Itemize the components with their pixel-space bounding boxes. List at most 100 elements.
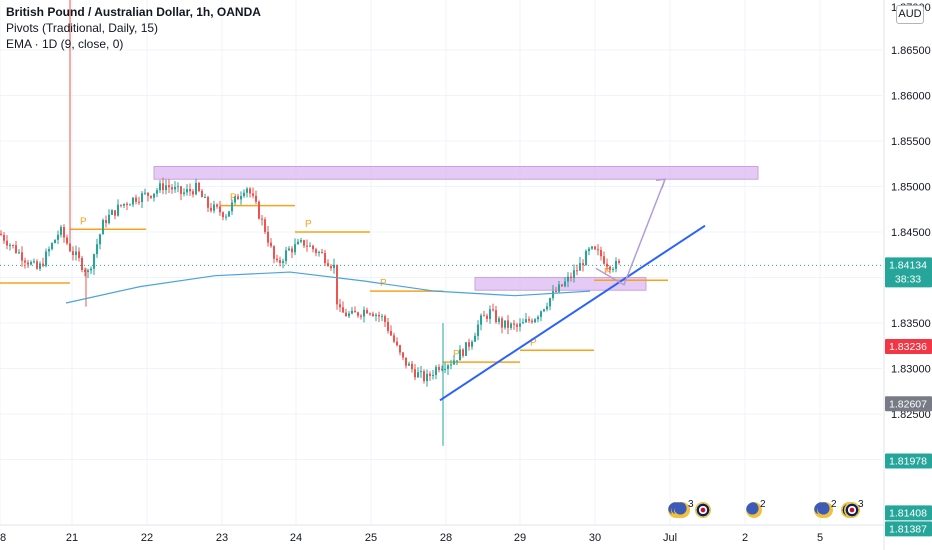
candle-body	[366, 309, 368, 314]
candle-body	[105, 220, 107, 224]
candle-body	[279, 260, 281, 263]
economic-event-au-icon[interactable]	[674, 502, 690, 518]
candle-body	[618, 260, 620, 263]
candle-body	[393, 335, 395, 342]
candle-body	[441, 368, 443, 370]
y-tick-label: 1.85500	[891, 136, 931, 148]
candle-body	[540, 311, 542, 317]
candle-body	[300, 240, 302, 242]
economic-event-au-icon[interactable]	[817, 502, 833, 518]
candle-body	[54, 239, 56, 244]
price-badge-label: 1.82607	[889, 398, 927, 410]
candle-body	[90, 268, 92, 271]
candle-body	[18, 252, 20, 254]
candle-body	[75, 251, 77, 255]
resistance-zone	[474, 277, 647, 291]
candle-body	[462, 349, 464, 356]
candle-body	[258, 201, 260, 219]
x-tick-label: 23	[216, 532, 228, 544]
candle-body	[180, 186, 182, 194]
candle-body	[102, 220, 104, 235]
candle-body	[501, 318, 503, 328]
candle-body	[576, 270, 578, 272]
candle-body	[27, 262, 29, 265]
candle-body	[375, 314, 377, 317]
candle-body	[120, 204, 122, 206]
event-count: 2	[831, 499, 837, 510]
candle-body	[297, 241, 299, 245]
x-tick-label: 25	[365, 532, 377, 544]
ema-indicator-label[interactable]: EMA · 1D (9, close, 0)	[6, 37, 124, 51]
candle-body	[537, 316, 539, 320]
candle-body	[384, 316, 386, 322]
candle-body	[147, 192, 149, 196]
candle-body	[444, 368, 446, 370]
candle-body	[357, 312, 359, 316]
candle-body	[516, 324, 518, 327]
price-badge-label: 1.81387	[889, 523, 927, 535]
resistance-zone	[153, 166, 759, 180]
candle-body	[24, 260, 26, 263]
candle-body	[465, 342, 467, 356]
candle-body	[507, 320, 509, 328]
price-badge	[885, 453, 932, 469]
candle-body	[276, 258, 278, 261]
pivot-label: P	[530, 337, 537, 348]
candle-body	[273, 246, 275, 259]
candle-body	[39, 263, 41, 269]
chart-legend: British Pound / Australian Dollar, 1h, O…	[6, 4, 261, 52]
candle-body	[321, 252, 323, 254]
candle-body	[324, 253, 326, 264]
candle-body	[174, 186, 176, 190]
candle-body	[531, 320, 533, 323]
candle-body	[255, 195, 257, 202]
candle-body	[573, 270, 575, 278]
y-tick-label: 1.85000	[891, 182, 931, 194]
candle-body	[480, 315, 482, 325]
candle-body	[369, 313, 371, 315]
candle-body	[201, 190, 203, 198]
candle-body	[558, 284, 560, 292]
candle-body	[399, 345, 401, 353]
candle-body	[549, 298, 551, 307]
candle-body	[504, 320, 506, 328]
candle-body	[0, 233, 2, 235]
candle-body	[336, 264, 338, 305]
candle-body	[468, 342, 470, 347]
candle-body	[411, 363, 413, 370]
currency-button[interactable]: AUD	[896, 5, 924, 24]
candle-body	[567, 276, 569, 282]
candle-body	[6, 240, 8, 246]
candle-body	[48, 249, 50, 252]
economic-event-gb-icon[interactable]	[695, 502, 711, 518]
candle-body	[528, 319, 530, 321]
economic-event-gb-icon[interactable]	[844, 502, 860, 518]
candle-body	[354, 310, 356, 313]
economic-event-au-icon[interactable]	[746, 502, 762, 518]
candle-body	[351, 310, 353, 314]
x-tick-label: 21	[66, 532, 78, 544]
candle-body	[381, 316, 383, 318]
candle-body	[606, 263, 608, 267]
candle-body	[159, 183, 161, 191]
candle-body	[414, 369, 416, 378]
candle-body	[555, 291, 557, 293]
candle-body	[285, 250, 287, 262]
candle-body	[330, 266, 332, 269]
pivots-indicator-label[interactable]: Pivots (Traditional, Daily, 15)	[6, 21, 159, 35]
candle-body	[45, 251, 47, 266]
candle-body	[594, 246, 596, 250]
candle-body	[561, 284, 563, 287]
candle-body	[123, 203, 125, 206]
event-count: 2	[760, 499, 766, 510]
candle-body	[63, 227, 65, 238]
y-tick-label: 1.84500	[891, 227, 931, 239]
candle-body	[564, 281, 566, 287]
candle-body	[342, 307, 344, 313]
candle-body	[153, 193, 155, 198]
candle-body	[243, 192, 245, 197]
candle-body	[579, 263, 581, 271]
candle-body	[132, 197, 134, 205]
